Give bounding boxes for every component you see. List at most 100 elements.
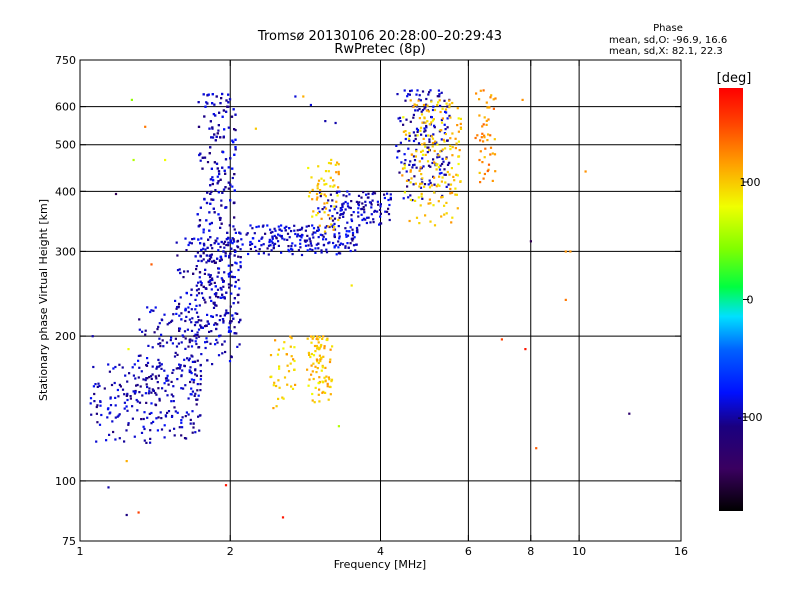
- data-point: [183, 270, 186, 273]
- data-point: [459, 127, 463, 130]
- data-point: [215, 95, 218, 98]
- data-point: [177, 305, 180, 308]
- data-point: [317, 247, 320, 250]
- data-point: [278, 386, 281, 389]
- data-point: [342, 202, 345, 205]
- data-point: [175, 312, 178, 315]
- data-point: [416, 89, 419, 92]
- data-point: [227, 275, 231, 278]
- data-point: [150, 309, 153, 312]
- data-point: [414, 109, 417, 112]
- data-point: [103, 387, 106, 390]
- data-point: [193, 360, 197, 363]
- data-point: [500, 338, 503, 341]
- data-point: [421, 109, 425, 112]
- data-point: [206, 246, 209, 249]
- data-point: [423, 185, 426, 188]
- data-point: [306, 249, 309, 252]
- data-point: [331, 345, 334, 348]
- data-point: [134, 391, 137, 394]
- data-point: [312, 236, 315, 239]
- data-point: [90, 413, 93, 416]
- data-point: [272, 244, 275, 247]
- data-point: [260, 244, 263, 247]
- data-point: [143, 411, 146, 414]
- data-point: [92, 365, 95, 369]
- data-point: [419, 129, 422, 132]
- data-point: [205, 254, 208, 257]
- data-point: [211, 363, 214, 366]
- data-point: [171, 371, 174, 374]
- data-point: [227, 244, 230, 247]
- data-point: [378, 223, 381, 226]
- data-point: [334, 163, 337, 166]
- data-point: [486, 139, 489, 142]
- colorbar-tick-label: 0: [747, 294, 754, 307]
- data-point: [345, 235, 348, 238]
- data-point: [315, 243, 318, 246]
- data-point: [170, 415, 174, 418]
- data-point: [389, 198, 392, 201]
- data-point: [213, 323, 216, 326]
- data-point: [338, 216, 341, 219]
- data-point: [443, 173, 446, 176]
- data-point: [277, 244, 280, 247]
- data-point: [229, 241, 232, 244]
- data-point: [412, 113, 415, 116]
- data-point: [221, 296, 225, 299]
- data-point: [233, 297, 236, 300]
- data-point: [218, 334, 221, 337]
- data-point: [137, 376, 140, 379]
- data-point: [171, 342, 174, 345]
- data-point: [126, 398, 129, 402]
- data-point: [176, 411, 179, 414]
- data-point: [155, 417, 158, 420]
- data-point: [370, 203, 373, 206]
- data-point: [324, 391, 327, 394]
- data-point: [564, 298, 567, 301]
- data-point: [425, 134, 428, 137]
- data-point: [208, 229, 211, 232]
- data-point: [131, 366, 134, 369]
- data-point: [474, 136, 477, 140]
- data-point: [170, 336, 173, 339]
- data-point: [154, 306, 157, 309]
- data-point: [176, 254, 179, 257]
- data-point: [412, 116, 415, 119]
- data-point: [204, 248, 207, 251]
- data-point: [271, 236, 274, 239]
- data-point: [281, 396, 284, 399]
- data-point: [219, 296, 222, 299]
- data-point: [433, 176, 436, 179]
- data-point: [200, 326, 203, 329]
- data-point: [412, 139, 416, 143]
- data-point: [195, 268, 198, 271]
- data-point: [483, 156, 486, 159]
- data-point: [338, 235, 341, 238]
- data-point: [315, 337, 318, 341]
- data-point: [196, 213, 199, 216]
- data-point: [303, 239, 307, 242]
- data-point: [226, 237, 229, 240]
- data-point: [441, 176, 444, 179]
- colorbar-gradient: [719, 88, 743, 511]
- data-point: [351, 234, 355, 237]
- data-point: [257, 252, 260, 255]
- data-point: [318, 348, 321, 351]
- data-point: [169, 339, 172, 342]
- data-point: [230, 115, 234, 118]
- data-point: [247, 252, 250, 256]
- scatter-points: [89, 89, 631, 519]
- data-point: [403, 89, 406, 92]
- data-point: [288, 227, 291, 230]
- data-point: [408, 134, 411, 137]
- data-point: [214, 189, 217, 192]
- data-point: [167, 379, 170, 382]
- data-point: [312, 377, 315, 381]
- data-point: [431, 161, 434, 165]
- data-point: [144, 329, 147, 332]
- data-point: [482, 89, 485, 92]
- data-point: [125, 429, 128, 432]
- data-point: [349, 226, 352, 229]
